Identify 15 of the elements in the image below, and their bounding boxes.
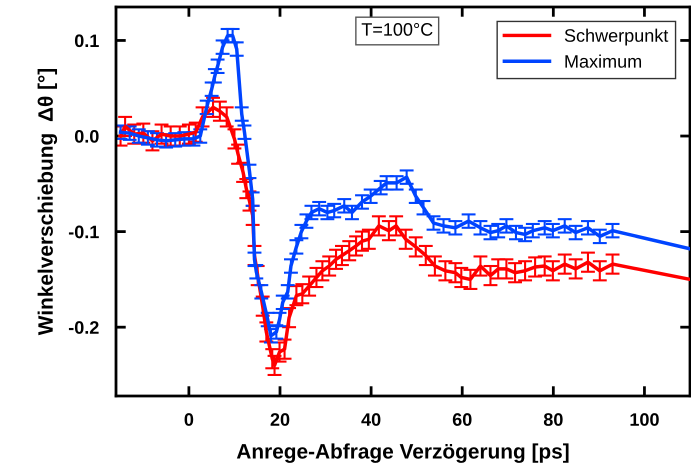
y-axis-title: Winkelverschiebung Δθ [°] (38, 68, 58, 336)
legend-label: Schwerpunkt (564, 28, 668, 46)
x-axis-title: Anrege-Abfrage Verzögerung [ps] (236, 443, 569, 463)
x-tick-label: 100 (630, 413, 659, 426)
legend-label: Maximum (565, 54, 642, 68)
annotation: T=100°C (362, 23, 433, 36)
x-tick-label: 0 (184, 413, 194, 426)
x-tick-label: 40 (361, 413, 380, 426)
y-tick-label: 0.1 (74, 34, 99, 48)
y-tick-label: -0.1 (68, 226, 99, 238)
x-tick-label: 20 (270, 413, 290, 426)
x-tick-label: 60 (452, 413, 472, 426)
x-tick-label: 80 (544, 413, 563, 426)
y-tick-label: -0.2 (68, 321, 99, 334)
y-tick-label: 0.0 (74, 130, 99, 143)
